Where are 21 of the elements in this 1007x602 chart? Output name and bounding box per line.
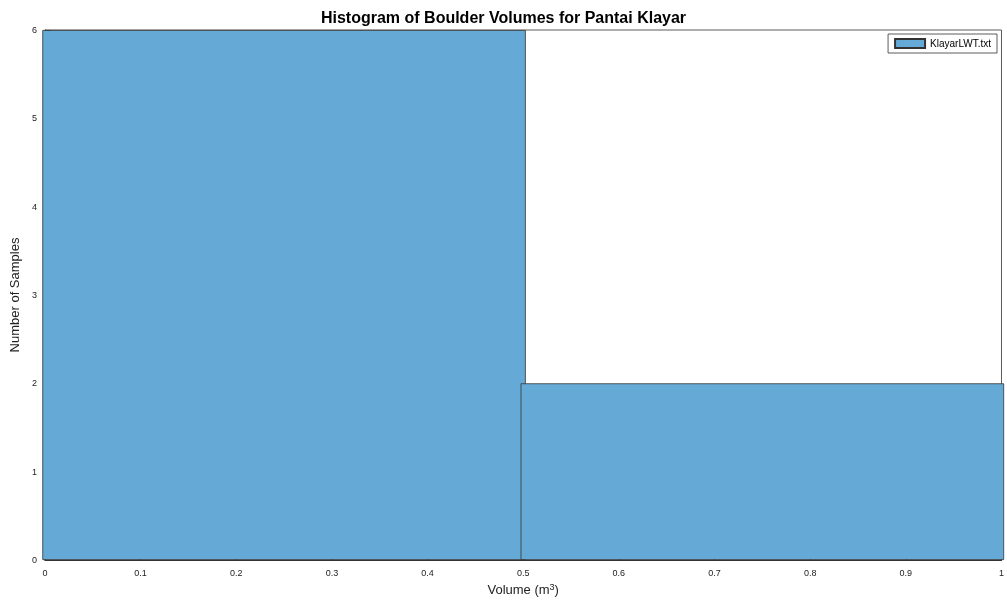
x-tick-label: 0.9: [899, 567, 913, 578]
y-tick-label: 6: [31, 25, 37, 35]
y-axis-title: Number of Samples: [7, 237, 22, 353]
y-tick-label: 3: [31, 290, 37, 300]
x-tick-label: 1: [998, 567, 1005, 578]
x-tick-label: 0.6: [612, 567, 626, 578]
y-tick-label: 5: [31, 113, 37, 124]
y-tick-label: 2: [31, 378, 37, 389]
legend-label: KlayarLWT.txt: [930, 38, 992, 49]
y-tick-label: 0: [31, 555, 37, 565]
x-tick-label: 0.1: [134, 567, 147, 578]
chart-title: Histogram of Boulder Volumes for Pantai Klayar: [320, 8, 687, 26]
x-tick-label: 0.7: [708, 567, 721, 578]
x-tick-label: 0.5: [516, 567, 530, 578]
x-tick-label: 0: [42, 567, 48, 578]
x-tick-label: 0.2: [229, 567, 243, 578]
y-tick-label: 4: [31, 201, 37, 212]
y-tick-label: 1: [31, 466, 37, 477]
x-tick-label: 0.4: [421, 567, 434, 578]
x-tick-label: 0.3: [325, 567, 339, 578]
x-tick-label: 0.8: [803, 567, 817, 578]
